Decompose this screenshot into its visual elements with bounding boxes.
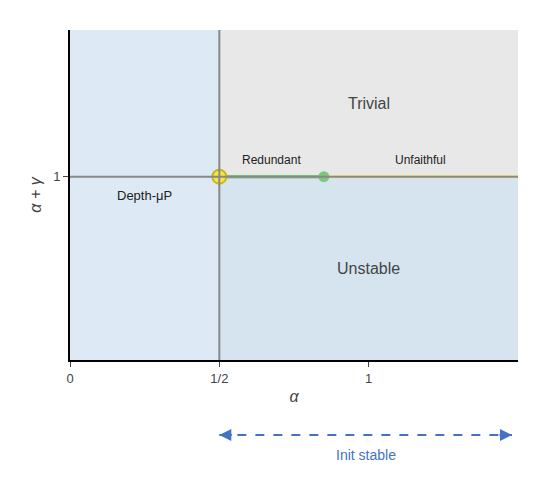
svg-text:α: α bbox=[289, 388, 299, 405]
svg-text:Unstable: Unstable bbox=[337, 260, 400, 277]
svg-text:α + γ: α + γ bbox=[27, 176, 44, 212]
svg-text:Trivial: Trivial bbox=[348, 95, 390, 112]
svg-text:1: 1 bbox=[365, 371, 372, 386]
svg-text:Unfaithful: Unfaithful bbox=[395, 153, 446, 167]
svg-text:0: 0 bbox=[66, 371, 73, 386]
svg-text:1/2: 1/2 bbox=[210, 371, 228, 386]
svg-text:1: 1 bbox=[53, 169, 60, 184]
svg-text:Depth-μP: Depth-μP bbox=[117, 188, 172, 203]
svg-text:Init stable: Init stable bbox=[336, 447, 396, 463]
svg-text:Redundant: Redundant bbox=[242, 153, 301, 167]
